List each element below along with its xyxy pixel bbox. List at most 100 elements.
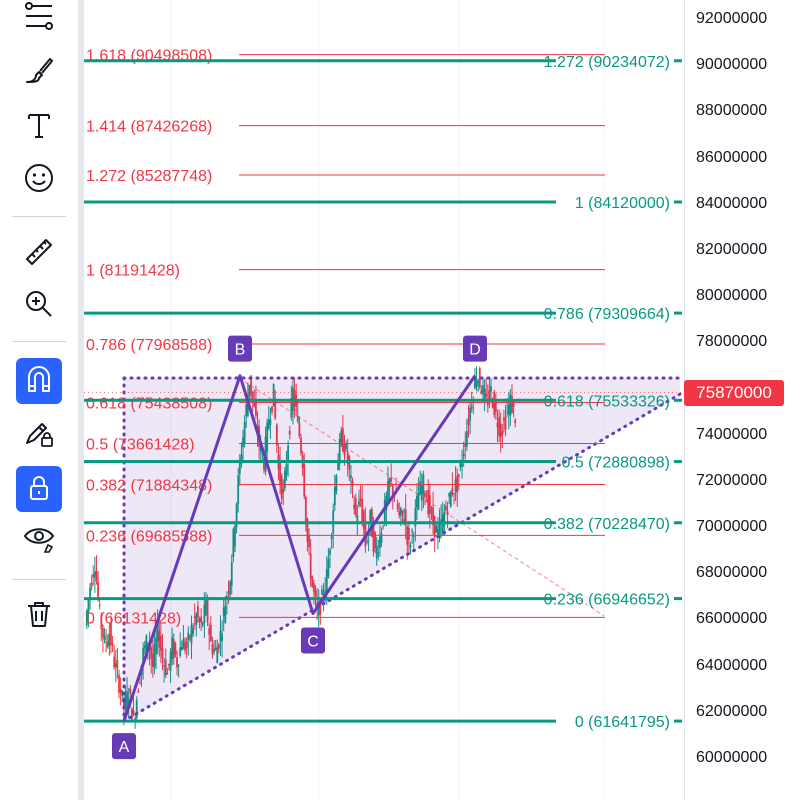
candle-body [329,549,331,555]
candle-body [436,529,439,538]
fib-left-level-label: 0.382 (71884348) [86,478,212,495]
fib-right-level-label: 0.618 (75533326) [544,393,670,410]
ruler-tool-button[interactable] [14,231,64,277]
lock-tool-button[interactable] [16,466,62,512]
y-tick-label: 90000000 [696,56,768,74]
price-axis[interactable]: 92000000 90000000 88000000 86000000 84000000… [684,0,800,800]
candle-body [485,393,488,397]
candle-body [275,424,278,446]
brush-tool-button[interactable] [14,49,64,95]
candle-body [350,475,352,479]
candle-body [155,637,157,655]
candle-body [501,431,504,436]
candle-body [491,400,494,408]
candle-body [346,451,349,465]
candle-body [514,419,517,424]
drawing-toolbar [0,0,78,800]
candle-body [287,445,290,462]
candle-body [358,500,360,506]
y-tick-label: 60000000 [696,749,768,766]
candle-body [163,665,166,667]
candle-body [364,520,367,547]
y-tick-label: 92000000 [696,10,768,27]
candle-body [433,516,436,538]
zoom-in-tool-button[interactable] [14,283,64,329]
fib-retracement-tool-button[interactable] [14,0,64,41]
ruler-tool-icon [23,236,55,273]
candle-body [321,589,323,595]
chart-area[interactable]: 1.618 (90498508) 1.414 (87426268) 1.272 (8… [84,0,684,800]
emoji-tool-button[interactable] [14,157,64,203]
candle-body [135,700,138,719]
trash-tool-icon [23,598,55,635]
candle-body [168,664,170,666]
candle-body [396,503,399,510]
candle-body [184,642,186,651]
candle-body [375,545,378,558]
candle-body [176,656,178,668]
candle-body [255,400,257,416]
candle-body [506,412,509,414]
candle-body [245,403,248,417]
candle-body [467,420,470,426]
candle-body [251,391,254,400]
candle-body [449,492,452,507]
candle-body [288,430,291,435]
candle-body [512,400,515,407]
candle-body [325,569,328,593]
y-tick-label: 86000000 [696,148,768,166]
candle-body [298,422,301,437]
y-tick-label: 62000000 [696,702,768,720]
candle-body [114,663,117,667]
candle-body [272,383,275,407]
candle-body [387,481,389,501]
candle-body [108,633,111,646]
candle-body [171,637,174,660]
magnet-tool-button[interactable] [16,358,62,404]
pencil-lock-tool-button[interactable] [14,412,64,458]
candle-body [164,659,167,676]
candle-body [142,647,145,665]
candle-body [404,509,407,526]
triangle-bottom-edge [122,392,682,723]
candle-body [177,664,180,666]
candle-body [480,390,483,394]
fib-right-level-label: 0.786 (79309664) [544,306,670,323]
candle-body [290,397,293,418]
y-tick-label: 84000000 [696,194,768,212]
candle-body [420,485,423,501]
candle-body [190,625,193,644]
candle-body [235,503,238,527]
candle-body [504,417,507,430]
candle-body [448,493,451,497]
text-tool-button[interactable] [14,104,64,150]
y-tick-label: 82000000 [696,240,768,258]
candle-body [208,628,211,635]
candle-body [116,660,119,669]
candle-body [335,475,338,492]
candle-body [100,614,103,629]
candle-body [417,493,420,510]
candle-body [338,438,341,464]
eye-tool-button[interactable] [14,517,64,563]
candle-body [237,475,240,505]
candle-body [280,475,283,499]
candle-body [266,422,269,452]
candle-body [139,682,141,684]
candle-body [156,619,159,642]
candle-body [430,510,433,512]
candle-body [408,528,410,540]
pattern-point-c: C [301,627,325,654]
candle-body [341,428,344,452]
candle-body [161,648,164,659]
candle-body [222,607,225,617]
chart-canvas[interactable]: 1.618 (90498508)1.414 (87426268)1.272 (8… [84,0,684,800]
fib-left-level-label: 1.414 (87426268) [86,119,212,136]
candle-body [300,437,302,454]
lock-tool-icon [23,471,55,508]
candle-body [440,519,443,524]
candle-body [229,581,232,596]
pattern-point-label: A [119,739,130,756]
trash-tool-button[interactable] [14,593,64,639]
candle-body [451,487,454,495]
